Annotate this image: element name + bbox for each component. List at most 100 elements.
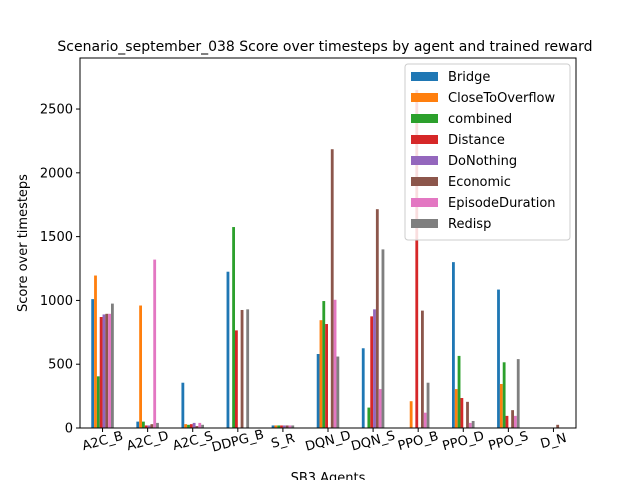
bar-combined-S_R [277,425,281,428]
bar-Bridge-PPO_S [497,289,500,428]
bar-Distance-A2C_S [189,424,193,428]
x-tick-label-A2C_D: A2C_D [125,429,170,455]
bar-Economic-DQN_D [330,149,334,428]
y-axis-label: Score over timesteps [16,174,31,312]
y-tick-label-2500: 2500 [40,103,73,118]
bar-Economic-PPO_B [421,310,424,428]
bar-Redisp-S_R [291,425,295,428]
legend-box [404,63,571,241]
bar-Distance-PPO_S [505,415,509,428]
legend-label-Economic: Economic [448,175,511,190]
bar-combined-PPO_D [457,355,461,428]
chart-title: Scenario_september_038 Score over timest… [57,39,592,55]
bar-Economic-S_R [285,425,289,428]
legend-label-Distance: Distance [448,133,505,148]
bar-Bridge-A2C_B [91,299,95,428]
bar-CloseToOverflow-A2C_B [94,275,97,428]
x-tick-label-PPO_D: PPO_D [441,429,486,454]
bar-Bridge-PPO_D [452,262,455,428]
bar-Economic-DQN_S [375,209,379,428]
legend-swatch-DoNothing [411,156,438,165]
bar-Bridge-DQN_D [316,354,320,428]
bar-DoNothing-A2C_D [147,425,151,428]
legend-swatch-combined [411,114,438,123]
bar-EpisodeDuration-PPO_B [423,412,427,428]
y-tick-label-1500: 1500 [40,230,73,245]
bar-Distance-A2C_B [99,317,103,428]
bar-Economic-PPO_D [466,401,469,428]
y-tick-label-2000: 2000 [40,166,73,181]
bar-CloseToOverflow-A2C_S [184,424,188,428]
bar-DoNothing-S_R [282,425,286,428]
bar-EpisodeDuration-A2C_B [108,313,111,428]
y-tick-label-500: 500 [48,358,73,373]
bar-CloseToOverflow-A2C_D [139,305,142,428]
legend-label-DoNothing: DoNothing [448,154,517,169]
bar-EpisodeDuration-A2C_D [153,259,157,428]
legend-label-Bridge: Bridge [448,70,490,85]
bar-EpisodeDuration-DQN_D [333,299,337,428]
bar-DoNothing-A2C_B [102,314,106,428]
bar-combined-DQN_D [322,301,326,428]
bar-EpisodeDuration-DQN_S [378,389,382,428]
bar-Economic-D_N [556,424,560,428]
bar-combined-A2C_D [142,421,145,428]
x-tick-label-DQN_S: DQN_S [350,428,397,454]
legend-swatch-CloseToOverflow [411,93,438,102]
bar-EpisodeDuration-S_R [288,425,292,428]
x-tick-label-DQN_D: DQN_D [304,428,353,455]
legend-label-Redisp: Redisp [448,217,491,232]
bar-DoNothing-DQN_S [373,309,376,428]
bar-Bridge-DDPG_B [226,271,230,428]
bar-CloseToOverflow-S_R [274,425,278,428]
bars-layer [91,89,560,429]
bar-Redisp-A2C_D [156,422,159,428]
bar-EpisodeDuration-A2C_S [198,422,202,428]
x-tick-label-PPO_B: PPO_B [396,429,440,454]
bar-Distance-DQN_S [370,316,374,428]
x-tick-label-A2C_B: A2C_B [81,429,125,454]
bar-Redisp-DQN_D [336,356,340,428]
legend-label-EpisodeDuration: EpisodeDuration [448,196,556,211]
bar-Economic-A2C_D [150,424,154,428]
bar-Distance-PPO_D [460,398,464,428]
legend-label-combined: combined [448,112,512,127]
x-tick-label-D_N: D_N [539,431,568,452]
bar-combined-DDPG_B [232,227,235,428]
bar-Economic-A2C_B [105,313,109,428]
x-tick-label-PPO_S: PPO_S [487,429,530,454]
bar-EpisodeDuration-PPO_S [514,415,517,428]
legend-swatch-Bridge [411,72,438,81]
bar-CloseToOverflow-PPO_B [409,401,413,428]
bar-EpisodeDuration-PPO_D [468,422,472,428]
bar-DoNothing-A2C_S [192,422,196,428]
x-tick-label-A2C_S: A2C_S [171,429,214,454]
legend-swatch-Economic [411,177,438,186]
bar-Redisp-PPO_S [516,359,520,428]
bar-Distance-S_R [280,425,283,428]
y-tick-label-1000: 1000 [40,294,73,309]
bar-Redisp-A2C_S [201,424,204,428]
bar-Bridge-DQN_S [361,348,365,428]
bar-CloseToOverflow-PPO_D [454,389,458,428]
legend-swatch-Distance [411,135,438,144]
bar-combined-A2C_S [187,424,190,428]
bar-Bridge-A2C_D [136,421,140,428]
bar-Redisp-PPO_D [471,420,475,428]
x-axis-label: SB3 Agents [291,471,366,480]
bar-Economic-A2C_S [195,426,199,428]
bar-Redisp-A2C_B [111,303,114,428]
legend-swatch-Redisp [411,219,438,228]
bar-Bridge-S_R [271,425,275,428]
bar-combined-PPO_S [502,362,506,428]
y-tick-label-0: 0 [65,422,73,437]
bar-Redisp-DDPG_B [246,309,250,428]
bar-Distance-A2C_D [144,425,148,428]
legend: Bridge CloseToOverflow combined Distance DoN… [404,63,571,241]
bar-Economic-PPO_S [511,410,514,428]
bar-Distance-DDPG_B [235,330,238,428]
legend-label-CloseToOverflow: CloseToOverflow [448,91,556,106]
x-tick-label-S_R: S_R [270,431,297,452]
bar-CloseToOverflow-PPO_S [499,383,503,428]
